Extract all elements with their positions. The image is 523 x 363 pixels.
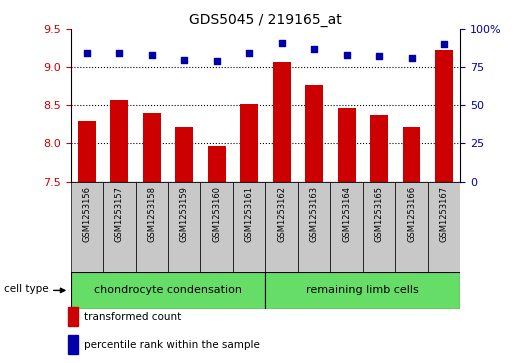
Bar [240,104,258,182]
Point [180,57,188,62]
Text: cell type: cell type [4,284,48,294]
Point [343,52,351,58]
Text: GSM1253158: GSM1253158 [147,186,156,242]
Bar [233,182,266,272]
Text: percentile rank within the sample: percentile rank within the sample [84,340,260,350]
Point [115,50,123,56]
Bar [175,127,193,182]
Title: GDS5045 / 219165_at: GDS5045 / 219165_at [189,13,342,26]
Bar [272,62,291,182]
Bar [143,113,161,182]
Text: transformed count: transformed count [84,312,181,322]
Point [375,54,383,60]
Bar [71,272,266,309]
Bar [103,182,135,272]
Text: GSM1253162: GSM1253162 [277,186,286,242]
Text: GSM1253165: GSM1253165 [374,186,383,242]
Bar [68,335,78,354]
Bar [68,307,78,326]
Bar [168,182,200,272]
Text: GSM1253167: GSM1253167 [439,186,449,242]
Bar [298,182,331,272]
Point [245,50,253,56]
Text: GSM1253166: GSM1253166 [407,186,416,242]
Bar [331,182,363,272]
Text: GSM1253156: GSM1253156 [82,186,92,242]
Point [212,58,221,64]
Text: GSM1253163: GSM1253163 [310,186,319,242]
Point [407,55,416,61]
Text: GSM1253160: GSM1253160 [212,186,221,242]
Text: remaining limb cells: remaining limb cells [306,285,419,295]
Bar [78,121,96,182]
Bar [395,182,428,272]
Point [310,46,319,52]
Bar [110,100,128,182]
Bar [266,272,460,309]
Point [440,41,448,47]
Point [83,50,91,56]
Bar [428,182,460,272]
Bar [363,182,395,272]
Bar [305,85,323,182]
Bar [403,127,420,182]
Bar [200,182,233,272]
Text: GSM1253159: GSM1253159 [180,186,189,242]
Point [278,40,286,46]
Bar [135,182,168,272]
Bar [208,146,225,182]
Text: GSM1253157: GSM1253157 [115,186,124,242]
Text: chondrocyte condensation: chondrocyte condensation [94,285,242,295]
Bar [370,115,388,182]
Text: GSM1253161: GSM1253161 [245,186,254,242]
Text: GSM1253164: GSM1253164 [342,186,351,242]
Point [147,52,156,58]
Bar [266,182,298,272]
Bar [435,50,453,182]
Bar [338,107,356,182]
Bar [71,182,103,272]
